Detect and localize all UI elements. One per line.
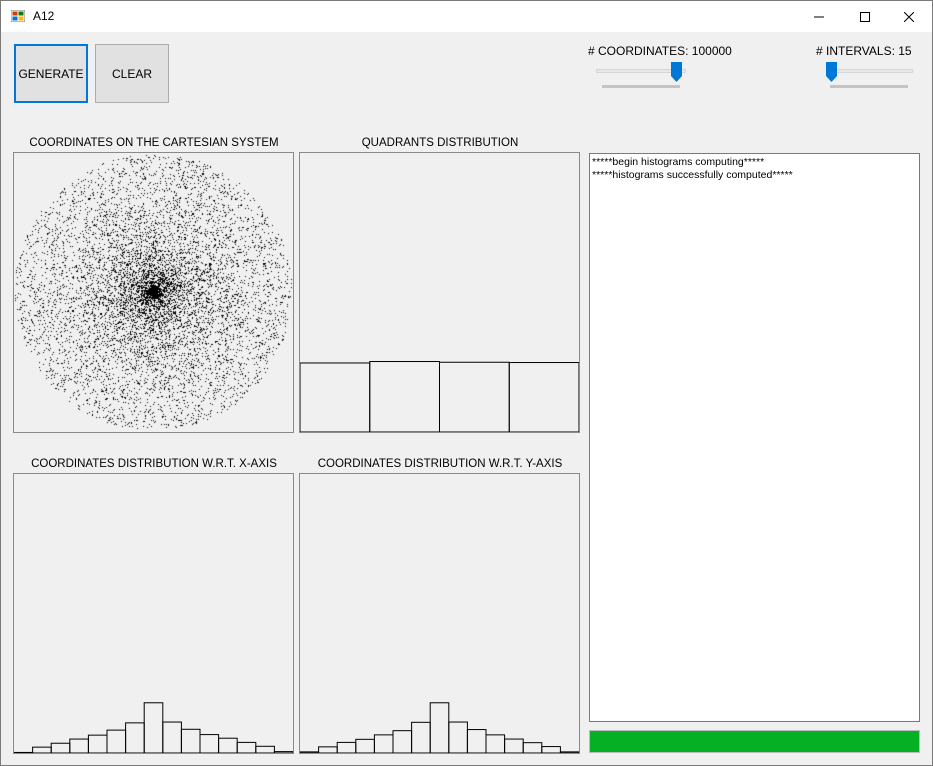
log-line: *****histograms successfully computed***… [592, 169, 793, 181]
coordinates-slider[interactable] [596, 61, 686, 91]
intervals-slider-ticks [830, 85, 908, 88]
intervals-slider-track [826, 69, 913, 73]
xaxis-bar-13 [255, 745, 275, 753]
progress-bar [589, 730, 920, 753]
xaxis-bar-3 [69, 738, 89, 753]
yaxis-bar-1 [318, 746, 338, 753]
quadrants-title: QUADRANTS DISTRIBUTION [361, 137, 519, 149]
cartesian-title: COORDINATES ON THE CARTESIAN SYSTEM [29, 137, 279, 149]
xaxis-bar-11 [218, 737, 238, 753]
yaxis-bar-8 [448, 721, 468, 753]
yaxis-bar-3 [355, 738, 375, 753]
xaxis-bar-2 [50, 742, 71, 753]
coordinates-label: # COORDINATES: 100000 [588, 44, 732, 58]
xaxis-bar-6 [125, 722, 145, 753]
coordinates-slider-track [596, 69, 686, 73]
log-line: *****begin histograms computing***** [592, 156, 765, 168]
yaxis-bar-2 [336, 741, 357, 753]
yaxis-bar-5 [392, 730, 413, 753]
log-textbox[interactable]: *****begin histograms computing***** ***… [589, 153, 920, 722]
yaxis-bar-0 [300, 751, 320, 753]
xaxis-panel [13, 473, 294, 754]
yaxis-bar-12 [522, 742, 543, 753]
generate-button[interactable]: GENERATE [14, 44, 88, 103]
coordinates-slider-ticks [602, 85, 680, 88]
close-button[interactable] [886, 1, 932, 32]
yaxis-bar-6 [411, 721, 431, 753]
yaxis-bar-10 [485, 734, 506, 753]
minimize-button[interactable] [796, 1, 842, 32]
cartesian-scatter-canvas [14, 153, 293, 432]
yaxis-bar-9 [466, 729, 487, 753]
yaxis-bar-14 [559, 751, 579, 753]
close-icon [904, 11, 914, 22]
yaxis-title: COORDINATES DISTRIBUTION W.R.T. Y-AXIS [317, 458, 563, 470]
intervals-slider[interactable] [826, 61, 913, 91]
quadrants-panel [299, 152, 580, 433]
title-bar: A12 [1, 1, 932, 32]
maximize-icon [860, 11, 870, 22]
progress-bar-fill [590, 731, 919, 752]
intervals-slider-thumb[interactable] [826, 62, 837, 82]
app-icon [11, 10, 25, 22]
cartesian-panel [13, 152, 294, 433]
xaxis-bar-12 [236, 741, 257, 753]
xaxis-bar-7 [143, 702, 164, 753]
xaxis-bar-8 [162, 721, 182, 753]
quadrant-bar-0 [300, 362, 371, 432]
xaxis-bar-4 [87, 734, 108, 753]
yaxis-histogram [300, 702, 579, 753]
xaxis-title: COORDINATES DISTRIBUTION W.R.T. X-AXIS [31, 458, 277, 470]
yaxis-panel [299, 473, 580, 754]
clear-button[interactable]: CLEAR [95, 44, 169, 103]
xaxis-bar-5 [106, 729, 127, 753]
minimize-icon [814, 16, 824, 17]
quadrant-bar-1 [369, 361, 440, 432]
xaxis-bar-0 [14, 751, 34, 753]
quadrants-chart [300, 361, 579, 432]
yaxis-bar-7 [429, 702, 450, 753]
xaxis-bar-14 [273, 751, 293, 753]
yaxis-bar-13 [541, 746, 561, 753]
window-title: A12 [33, 9, 55, 23]
xaxis-bar-9 [180, 728, 201, 753]
yaxis-bar-11 [504, 738, 524, 753]
xaxis-bar-10 [199, 734, 220, 753]
xaxis-histogram [14, 702, 293, 753]
quadrant-bar-2 [439, 361, 510, 432]
yaxis-bar-4 [373, 734, 394, 753]
maximize-button[interactable] [842, 1, 888, 32]
coordinates-slider-thumb[interactable] [671, 62, 683, 82]
quadrant-bar-3 [508, 362, 579, 432]
intervals-label: # INTERVALS: 15 [816, 44, 912, 58]
xaxis-bar-1 [32, 746, 52, 753]
